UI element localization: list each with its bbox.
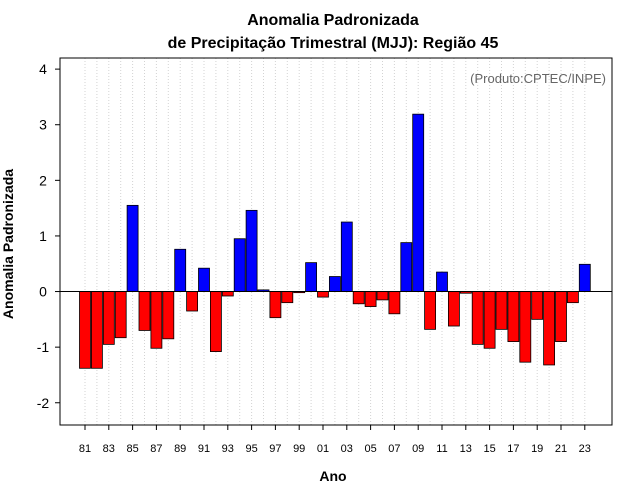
bar-82 (91, 291, 103, 369)
bar-93 (221, 291, 234, 297)
bar-88 (162, 291, 175, 340)
bar-03 (340, 221, 353, 292)
bar-83 (102, 291, 115, 345)
chart-title-line2: de Precipitação Trimestral (MJJ): Região… (168, 35, 499, 52)
plot-frame (59, 57, 613, 426)
bar-86 (138, 291, 151, 331)
bar-18 (519, 291, 532, 363)
x-tick-label: 81 (79, 443, 91, 455)
bar-87 (150, 291, 163, 349)
bar-22 (567, 291, 579, 304)
x-tick-label: 23 (579, 443, 591, 455)
y-tick-label: -2 (37, 395, 50, 411)
bar-01 (317, 291, 329, 298)
y-tick-label: -1 (37, 339, 50, 355)
x-tick-label: 13 (460, 443, 472, 455)
y-tick-label: 3 (39, 117, 47, 133)
x-tick-label: 21 (555, 443, 567, 455)
bar-08 (400, 242, 413, 292)
bar-94 (233, 238, 246, 292)
bar-17 (507, 291, 520, 342)
bar-81 (79, 291, 91, 369)
x-tick-label: 95 (245, 443, 257, 455)
bar-97 (269, 291, 282, 319)
bar-91 (198, 267, 210, 292)
x-tick-label: 89 (174, 443, 186, 455)
bar-07 (388, 291, 401, 315)
x-tick-label: 91 (198, 443, 210, 455)
x-tick-label: 09 (412, 443, 424, 455)
bar-16 (495, 291, 508, 330)
bar-06 (376, 291, 389, 301)
x-tick-label: 93 (222, 443, 234, 455)
bar-15 (483, 291, 496, 349)
y-axis-title: Anomalia Padronizada (0, 169, 16, 319)
y-axis: -2 -1 0 1 2 3 4 (37, 61, 60, 411)
bar-85 (126, 204, 139, 292)
y-tick-label: 4 (39, 61, 47, 77)
credit-label: (Produto:CPTEC/INPE) (470, 71, 606, 86)
y-tick-label: 2 (39, 172, 47, 188)
bar-00 (305, 262, 318, 292)
x-tick-label: 01 (317, 443, 329, 455)
bar-92 (209, 291, 222, 352)
bar-95 (245, 209, 258, 292)
bar-02 (328, 276, 341, 292)
bar-04 (352, 291, 365, 305)
gridlines (84, 58, 586, 425)
bar-11 (436, 271, 448, 292)
x-tick-label: 85 (126, 443, 138, 455)
x-tick-label: 05 (364, 443, 376, 455)
x-tick-label: 19 (531, 443, 543, 455)
x-tick-label: 03 (341, 443, 353, 455)
chart-title-line1: Anomalia Padronizada (247, 12, 419, 29)
bar-12 (447, 291, 460, 327)
x-tick-label: 07 (388, 443, 400, 455)
bar-20 (543, 291, 555, 366)
bar-09 (412, 113, 425, 292)
bar-10 (424, 291, 437, 330)
x-axis: 81 83 85 87 89 91 93 95 97 99 01 03 05 07 09 11 13 15 17 19… (79, 425, 591, 455)
bar-14 (471, 291, 484, 345)
bar-05 (364, 291, 377, 307)
bars (79, 113, 591, 369)
x-tick-label: 99 (293, 443, 305, 455)
y-tick-label: 1 (39, 228, 47, 244)
x-tick-label: 87 (150, 443, 162, 455)
bar-90 (186, 291, 199, 312)
x-tick-label: 15 (483, 443, 495, 455)
x-tick-label: 11 (436, 443, 447, 455)
bar-21 (555, 291, 567, 342)
bar-84 (114, 291, 127, 339)
x-axis-title: Ano (319, 468, 346, 484)
bar-89 (174, 248, 187, 292)
bar-98 (281, 291, 294, 304)
x-tick-label: 97 (269, 443, 281, 455)
y-tick-label: 0 (39, 284, 47, 300)
bar-19 (531, 291, 544, 320)
bar-23 (578, 263, 591, 292)
x-tick-label: 83 (103, 443, 115, 455)
x-tick-label: 17 (507, 443, 519, 455)
